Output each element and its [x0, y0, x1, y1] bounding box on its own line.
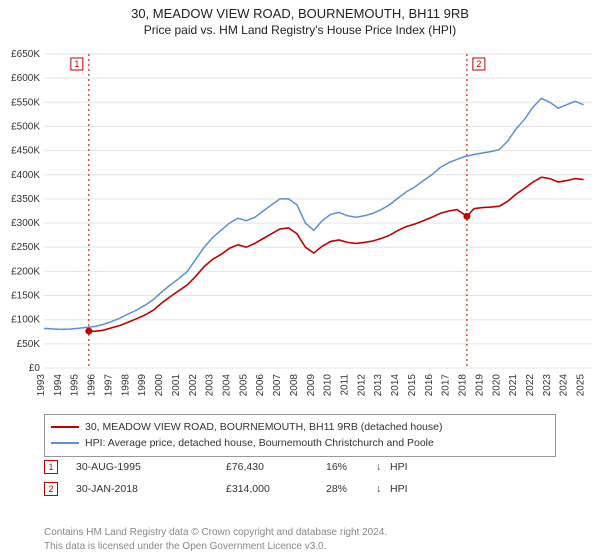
transaction-date: 30-AUG-1995	[76, 461, 226, 473]
transaction-pct: 16%	[326, 461, 376, 473]
svg-text:2004: 2004	[221, 374, 232, 397]
chart-container: 30, MEADOW VIEW ROAD, BOURNEMOUTH, BH11 …	[0, 0, 600, 560]
svg-text:£400K: £400K	[11, 170, 40, 181]
transaction-vs: HPI	[390, 483, 408, 495]
transaction-price: £76,430	[226, 461, 326, 473]
svg-text:2021: 2021	[508, 374, 519, 397]
svg-text:2001: 2001	[171, 374, 182, 397]
svg-text:1994: 1994	[53, 374, 64, 397]
svg-text:2003: 2003	[205, 374, 216, 397]
svg-text:£450K: £450K	[11, 146, 40, 157]
svg-text:2008: 2008	[289, 374, 300, 397]
svg-text:2014: 2014	[390, 374, 401, 397]
svg-text:£300K: £300K	[11, 218, 40, 229]
arrow-down-icon: ↓	[376, 483, 390, 495]
transaction-marker: 2	[44, 482, 58, 496]
transaction-marker: 1	[44, 460, 58, 474]
arrow-down-icon: ↓	[376, 461, 390, 473]
svg-text:2015: 2015	[407, 374, 418, 397]
transaction-vs: HPI	[390, 461, 408, 473]
chart-subtitle: Price paid vs. HM Land Registry's House …	[0, 23, 600, 37]
svg-text:1995: 1995	[70, 374, 81, 397]
transaction-row: 1 30-AUG-1995£76,43016%↓HPI	[44, 456, 556, 478]
chart-plot: £0 £50K £100K £150K £200K £250K £300K £350K £400…	[0, 48, 600, 408]
svg-text:£600K: £600K	[11, 73, 40, 84]
svg-text:£0: £0	[29, 363, 41, 374]
transaction-list: 1 30-AUG-1995£76,43016%↓HPI 2 30-JAN-2018£3…	[44, 456, 556, 500]
legend-label: HPI: Average price, detached house, Bour…	[85, 435, 434, 451]
svg-text:£500K: £500K	[11, 121, 40, 132]
svg-text:£250K: £250K	[11, 242, 40, 253]
svg-text:2011: 2011	[340, 374, 351, 396]
svg-text:£650K: £650K	[11, 49, 40, 60]
svg-text:2022: 2022	[525, 374, 536, 397]
legend-label: 30, MEADOW VIEW ROAD, BOURNEMOUTH, BH11 …	[85, 419, 443, 435]
svg-text:2010: 2010	[323, 374, 334, 397]
legend-item: HPI: Average price, detached house, Bour…	[51, 435, 549, 451]
transaction-price: £314,000	[226, 483, 326, 495]
svg-text:2012: 2012	[356, 374, 367, 397]
svg-text:1998: 1998	[120, 374, 131, 397]
svg-text:1996: 1996	[87, 374, 98, 397]
svg-text:2006: 2006	[255, 374, 266, 397]
svg-text:2007: 2007	[272, 374, 283, 397]
svg-text:1999: 1999	[137, 374, 148, 397]
chart-svg: £0 £50K £100K £150K £200K £250K £300K £350K £400…	[0, 48, 600, 408]
svg-text:£150K: £150K	[11, 291, 40, 302]
svg-text:2000: 2000	[154, 374, 165, 397]
transaction-row: 2 30-JAN-2018£314,00028%↓HPI	[44, 478, 556, 500]
svg-text:2024: 2024	[559, 374, 570, 397]
svg-text:2009: 2009	[306, 374, 317, 397]
title-area: 30, MEADOW VIEW ROAD, BOURNEMOUTH, BH11 …	[0, 0, 600, 37]
svg-text:2013: 2013	[373, 374, 384, 397]
credits: Contains HM Land Registry data © Crown c…	[44, 526, 556, 554]
svg-text:£50K: £50K	[17, 339, 41, 350]
svg-text:1993: 1993	[36, 374, 47, 397]
svg-text:2023: 2023	[542, 374, 553, 397]
svg-text:2018: 2018	[458, 374, 469, 397]
svg-text:2005: 2005	[238, 374, 249, 397]
svg-text:2020: 2020	[491, 374, 502, 397]
svg-text:1997: 1997	[103, 374, 114, 397]
svg-text:2: 2	[476, 59, 481, 69]
credits-line-1: Contains HM Land Registry data © Crown c…	[44, 526, 556, 540]
transaction-date: 30-JAN-2018	[76, 483, 226, 495]
legend-item: 30, MEADOW VIEW ROAD, BOURNEMOUTH, BH11 …	[51, 419, 549, 435]
svg-text:£200K: £200K	[11, 266, 40, 277]
legend-swatch	[51, 442, 79, 444]
legend: 30, MEADOW VIEW ROAD, BOURNEMOUTH, BH11 …	[44, 414, 556, 457]
svg-text:2019: 2019	[474, 374, 485, 397]
svg-text:£550K: £550K	[11, 97, 40, 108]
svg-text:£100K: £100K	[11, 315, 40, 326]
svg-text:2002: 2002	[188, 374, 199, 397]
credits-line-2: This data is licensed under the Open Gov…	[44, 540, 556, 554]
svg-text:2017: 2017	[441, 374, 452, 397]
svg-text:1: 1	[74, 59, 79, 69]
svg-text:2016: 2016	[424, 374, 435, 397]
svg-text:2025: 2025	[576, 374, 587, 397]
svg-text:£350K: £350K	[11, 194, 40, 205]
transaction-pct: 28%	[326, 483, 376, 495]
legend-swatch	[51, 426, 79, 428]
chart-title: 30, MEADOW VIEW ROAD, BOURNEMOUTH, BH11 …	[0, 6, 600, 21]
